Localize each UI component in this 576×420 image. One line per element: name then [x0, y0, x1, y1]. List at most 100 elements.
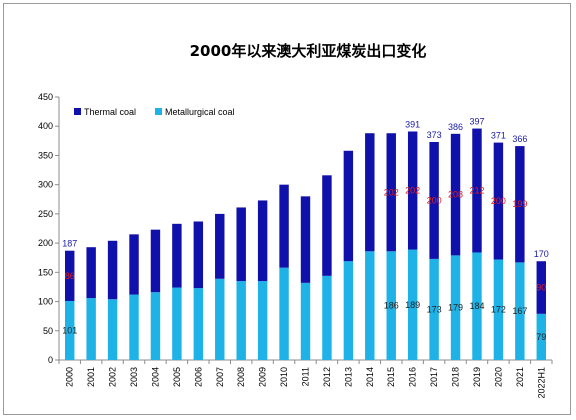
y-tick-label: 150: [38, 267, 53, 277]
y-tick-label: 250: [38, 209, 53, 219]
x-tick-label-2015: 2015: [386, 367, 396, 387]
bar-metallurgical-2021: [515, 262, 525, 360]
x-tick-label-2021: 2021: [515, 367, 525, 387]
y-tick-label: 400: [38, 121, 53, 131]
data-label-metallurgical-2020: 172: [491, 305, 506, 315]
data-label-thermal-2018: 208: [448, 190, 463, 200]
x-tick-label-2011: 2011: [301, 367, 311, 386]
data-label-metallurgical-2021: 167: [512, 306, 527, 316]
x-tick-label-2020: 2020: [493, 367, 503, 387]
bar-thermal-2012: [322, 175, 332, 276]
data-label-metallurgical-2018: 179: [448, 303, 463, 313]
legend-label-thermal: Thermal coal: [84, 107, 136, 117]
x-tick-label-2017: 2017: [429, 367, 439, 387]
bar-metallurgical-2016: [407, 249, 418, 360]
y-tick-label: 200: [38, 238, 53, 248]
plot-area: 0 50 100 150 200 250 300 350 400 450 2000 187 86 101 2…: [38, 92, 553, 399]
chart-title: 2000年以来澳大利亚煤炭出口变化: [190, 42, 427, 60]
x-tick-label-2008: 2008: [236, 367, 246, 387]
bar-thermal-2001: [86, 247, 96, 299]
data-label-thermal-2022H1: 90: [536, 283, 546, 293]
data-label-thermal-2000: 86: [65, 271, 75, 281]
y-tick-label: 100: [38, 297, 53, 307]
y-tick-label: 350: [38, 150, 53, 160]
bar-thermal-2022H1: [536, 261, 546, 314]
bar-metallurgical-2018: [450, 255, 461, 360]
data-label-total-2000: 187: [62, 239, 77, 249]
bar-thermal-2000: [65, 250, 75, 301]
bar-thermal-2020: [493, 142, 504, 260]
data-label-thermal-2021: 199: [512, 199, 527, 209]
bar-thermal-2009: [257, 200, 268, 282]
bar-thermal-2014: [365, 133, 375, 252]
bar-metallurgical-2007: [215, 278, 225, 360]
bar-metallurgical-2012: [322, 275, 332, 360]
bar-thermal-2010: [279, 184, 289, 268]
x-tick-label-2000: 2000: [65, 367, 75, 387]
data-label-total-2022H1: 170: [534, 249, 549, 259]
coal-export-chart: 2000年以来澳大利亚煤炭出口变化 0 50 100 150 200 250 300 350 4…: [38, 42, 553, 399]
bar-thermal-2021: [515, 146, 525, 263]
legend-swatch-thermal: [74, 108, 81, 115]
x-tick-label-2014: 2014: [365, 367, 375, 387]
bar-thermal-2016: [407, 131, 418, 250]
bar-metallurgical-2011: [300, 282, 311, 360]
x-tick-label-2003: 2003: [129, 367, 139, 387]
data-label-metallurgical-2015: 186: [384, 301, 399, 311]
bar-metallurgical-2000: [65, 300, 75, 360]
data-label-total-2018: 386: [448, 122, 463, 132]
bar-thermal-2015: [386, 133, 396, 252]
data-label-metallurgical-2000: 101: [62, 325, 77, 335]
x-tick-label-2001: 2001: [86, 367, 96, 387]
x-tick-label-2002: 2002: [108, 367, 118, 387]
data-label-total-2019: 397: [469, 117, 484, 127]
x-tick-label-2010: 2010: [279, 367, 289, 387]
data-label-thermal-2019: 212: [469, 186, 484, 196]
bar-thermal-2005: [172, 223, 182, 288]
data-label-metallurgical-2016: 189: [405, 300, 420, 310]
bar-metallurgical-2001: [86, 298, 96, 360]
bar-thermal-2004: [150, 229, 161, 293]
legend: Thermal coal Metallurgical coal: [74, 107, 235, 117]
data-label-total-2016: 391: [405, 119, 420, 129]
x-tick-label-2019: 2019: [472, 367, 482, 387]
bar-metallurgical-2002: [107, 299, 118, 360]
bar-metallurgical-2013: [343, 261, 354, 360]
bar-thermal-2019: [472, 128, 482, 253]
x-tick-label-2022H1: 2022H1: [536, 367, 546, 399]
bar-thermal-2002: [107, 240, 118, 300]
data-label-thermal-2016: 202: [405, 186, 420, 196]
bar-metallurgical-2003: [129, 294, 139, 360]
x-tick-label-2007: 2007: [215, 367, 225, 387]
bar-thermal-2008: [236, 207, 246, 282]
bar-thermal-2006: [193, 221, 204, 289]
bar-metallurgical-2020: [493, 259, 504, 360]
bar-metallurgical-2010: [279, 267, 289, 360]
bar-metallurgical-2015: [386, 251, 396, 360]
data-label-metallurgical-2017: 173: [427, 304, 442, 314]
x-tick-label-2013: 2013: [343, 367, 353, 387]
x-tick-label-2006: 2006: [193, 367, 203, 387]
bar-thermal-2011: [300, 196, 311, 283]
data-label-thermal-2017: 200: [427, 195, 442, 205]
x-tick-label-2018: 2018: [451, 367, 461, 387]
x-tick-label-2004: 2004: [150, 367, 160, 387]
bar-metallurgical-2017: [429, 258, 439, 360]
bar-thermal-2013: [343, 150, 354, 262]
bar-thermal-2017: [429, 142, 439, 259]
x-tick-label-2005: 2005: [172, 367, 182, 387]
data-label-total-2020: 371: [491, 131, 506, 141]
bar-metallurgical-2006: [193, 288, 204, 360]
y-tick-label: 0: [48, 355, 53, 365]
bar-metallurgical-2008: [236, 281, 246, 360]
legend-label-metallurgical: Metallurgical coal: [165, 107, 235, 117]
x-tick-label-2016: 2016: [408, 367, 418, 387]
x-tick-label-2009: 2009: [258, 367, 268, 387]
bar-metallurgical-2009: [257, 281, 268, 360]
legend-swatch-metallurgical: [155, 108, 162, 115]
y-tick-label: 450: [38, 92, 53, 102]
bar-metallurgical-2005: [172, 287, 182, 360]
data-label-metallurgical-2019: 184: [469, 301, 484, 311]
data-label-thermal-2020: 200: [491, 196, 506, 206]
data-label-metallurgical-2022H1: 79: [536, 332, 546, 342]
